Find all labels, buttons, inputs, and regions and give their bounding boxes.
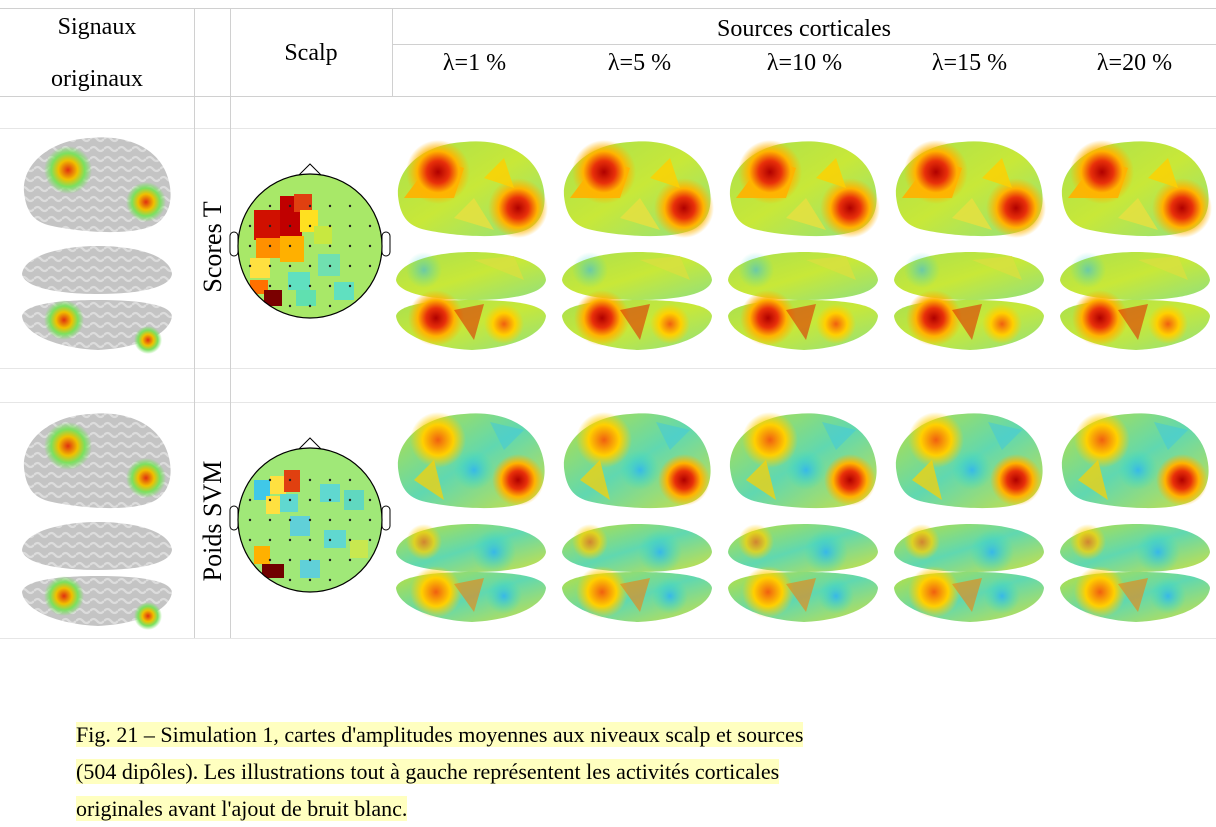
source-map-row1-lambda5 bbox=[562, 140, 714, 350]
row2-top-rule bbox=[0, 402, 1216, 403]
caption-line-2: (504 dipôles). Les illustrations tout à … bbox=[76, 759, 780, 784]
header-lambda-5: λ=20 % bbox=[1096, 50, 1173, 76]
header-sources-corticales: Sources corticales bbox=[717, 16, 891, 42]
header-originaux: originaux bbox=[51, 66, 143, 92]
header-lambda-3: λ=10 % bbox=[766, 50, 843, 76]
source-map-row2-lambda5 bbox=[562, 412, 712, 622]
col-divider-2 bbox=[230, 8, 231, 638]
caption-line-3: originales avant l'ajout de bruit blanc. bbox=[76, 796, 408, 821]
header-bottom-rule bbox=[0, 96, 1216, 97]
sources-title-rule bbox=[392, 44, 1216, 45]
source-map-row2-lambda15 bbox=[894, 412, 1044, 622]
original-brain-row2 bbox=[22, 413, 172, 630]
figure-graphics bbox=[0, 0, 1216, 700]
header-lambda-4: λ=15 % bbox=[931, 50, 1008, 76]
source-map-row1-lambda20 bbox=[1060, 140, 1212, 350]
header-scalp: Scalp bbox=[284, 40, 338, 66]
header-top-rule bbox=[0, 8, 1216, 9]
source-map-row2-lambda1 bbox=[396, 412, 546, 622]
header-lambda-1: λ=1 % bbox=[442, 50, 507, 76]
col-divider-1 bbox=[194, 8, 195, 638]
source-map-row2-lambda20 bbox=[1060, 412, 1210, 622]
header-lambda-2: λ=5 % bbox=[607, 50, 672, 76]
source-map-row1-lambda10 bbox=[728, 140, 880, 350]
source-map-row1-lambda1 bbox=[396, 140, 548, 350]
row1-bottom-rule bbox=[0, 368, 1216, 369]
source-map-row1-lambda15 bbox=[894, 140, 1046, 350]
caption-line-1: Fig. 21 – Simulation 1, cartes d'amplitu… bbox=[76, 722, 804, 747]
scalp-map-scores-t bbox=[229, 163, 391, 319]
row1-top-rule bbox=[0, 128, 1216, 129]
header-signaux: Signaux bbox=[57, 14, 137, 40]
col-divider-3 bbox=[392, 8, 393, 96]
row2-bottom-rule bbox=[0, 638, 1216, 639]
source-map-row2-lambda10 bbox=[728, 412, 878, 622]
original-brain-row1 bbox=[22, 137, 172, 354]
figure-caption: Fig. 21 – Simulation 1, cartes d'amplitu… bbox=[76, 716, 976, 827]
scalp-map-poids-svm bbox=[229, 437, 391, 593]
